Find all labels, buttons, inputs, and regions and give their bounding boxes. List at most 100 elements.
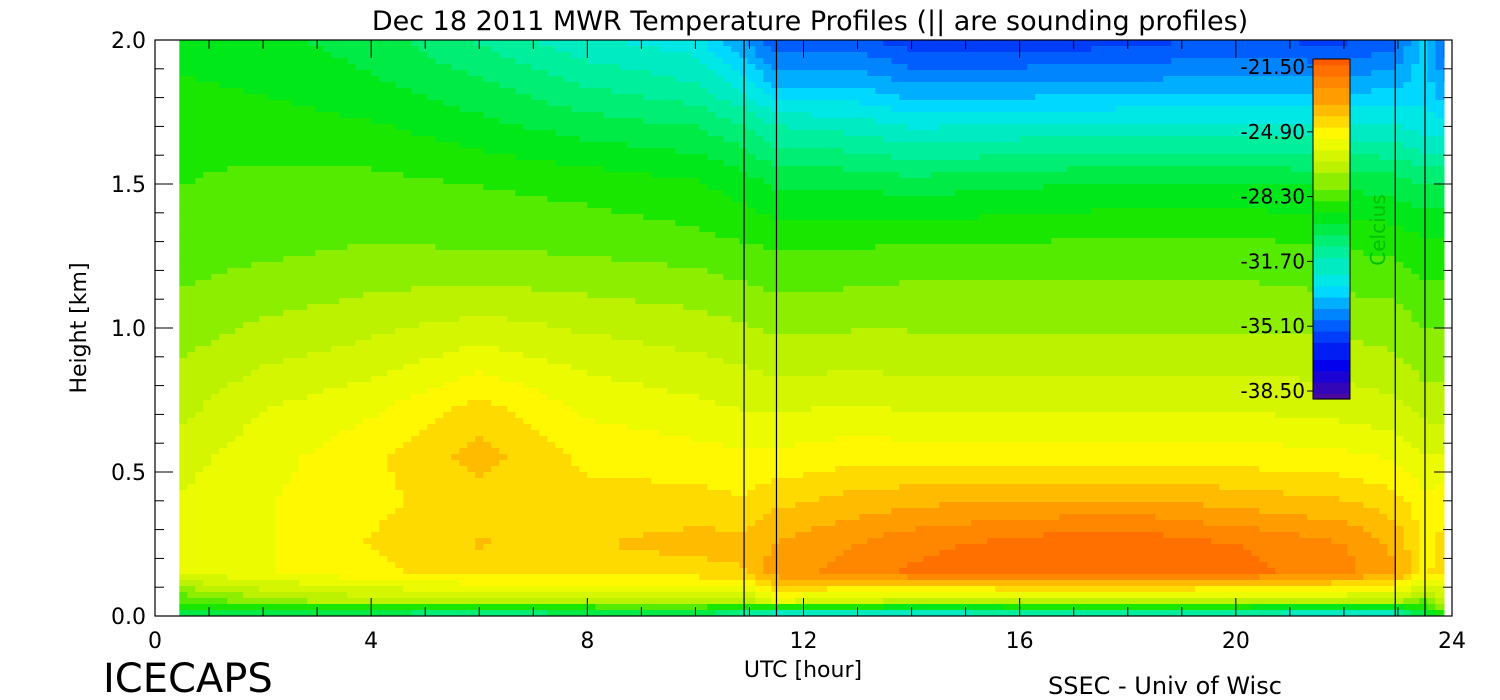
heatmap-cell: [1083, 208, 1092, 215]
heatmap-cell: [915, 214, 924, 221]
heatmap-cell: [1155, 100, 1164, 107]
heatmap-cell: [1171, 112, 1180, 119]
heatmap-cell: [1027, 76, 1036, 83]
heatmap-cell: [731, 202, 740, 209]
heatmap-cell: [907, 112, 916, 119]
heatmap-cell: [1347, 190, 1356, 197]
heatmap-cell: [459, 130, 468, 137]
heatmap-cell: [707, 196, 716, 203]
heatmap-cell: [1371, 40, 1380, 47]
heatmap-cell: [259, 40, 268, 47]
heatmap-cell: [819, 40, 828, 47]
heatmap-cell: [715, 148, 724, 155]
heatmap-cell: [419, 178, 428, 185]
heatmap-cell: [1083, 142, 1092, 149]
heatmap-cell: [1379, 76, 1388, 83]
heatmap-cell: [787, 40, 796, 47]
heatmap-cell: [891, 178, 900, 185]
heatmap-cell: [563, 106, 572, 113]
heatmap-cell: [467, 178, 476, 185]
heatmap-cell: [259, 148, 268, 155]
heatmap-cell: [1291, 46, 1300, 53]
heatmap-cell: [651, 130, 660, 137]
heatmap-cell: [939, 160, 948, 167]
heatmap-cell: [843, 184, 852, 191]
heatmap-cell: [1427, 142, 1436, 149]
heatmap-cell: [1291, 70, 1300, 77]
heatmap-cell: [963, 124, 972, 131]
heatmap-cell: [1267, 76, 1276, 83]
heatmap-cell: [595, 88, 604, 95]
heatmap-cell: [1371, 52, 1380, 59]
heatmap-cell: [1059, 118, 1068, 125]
heatmap-cell: [1203, 40, 1212, 47]
heatmap-cell: [179, 184, 188, 191]
heatmap-cell: [1107, 124, 1116, 131]
heatmap-cell: [1355, 94, 1364, 101]
heatmap-cell: [803, 64, 812, 71]
heatmap-cell: [1307, 190, 1316, 197]
heatmap-cell: [843, 118, 852, 125]
heatmap-cell: [1427, 220, 1436, 227]
heatmap-cell: [635, 40, 644, 47]
heatmap-cell: [579, 106, 588, 113]
heatmap-cell: [947, 172, 956, 179]
heatmap-cell: [1299, 118, 1308, 125]
heatmap-cell: [1355, 46, 1364, 53]
heatmap-cell: [235, 160, 244, 167]
heatmap-cell: [779, 208, 788, 215]
heatmap-cell: [1163, 196, 1172, 203]
heatmap-cell: [995, 70, 1004, 77]
heatmap-cell: [523, 82, 532, 89]
heatmap-cell: [819, 148, 828, 155]
heatmap-cell: [1219, 214, 1228, 221]
heatmap-cell: [931, 202, 940, 209]
heatmap-cell: [1123, 52, 1132, 59]
heatmap-cell: [235, 64, 244, 71]
heatmap-cell: [419, 220, 428, 227]
heatmap-cell: [875, 100, 884, 107]
heatmap-cell: [1331, 52, 1340, 59]
heatmap-cell: [547, 76, 556, 83]
heatmap-cell: [1379, 136, 1388, 143]
heatmap-cell: [347, 172, 356, 179]
heatmap-cell: [1051, 70, 1060, 77]
heatmap-cell: [1307, 88, 1316, 95]
heatmap-cell: [723, 142, 732, 149]
heatmap-cell: [523, 196, 532, 203]
heatmap-cell: [1075, 142, 1084, 149]
heatmap-cell: [403, 52, 412, 59]
heatmap-cell: [931, 70, 940, 77]
heatmap-cell: [291, 202, 300, 209]
heatmap-cell: [387, 118, 396, 125]
heatmap-cell: [347, 118, 356, 125]
heatmap-cell: [659, 130, 668, 137]
heatmap-cell: [955, 220, 964, 227]
heatmap-cell: [595, 208, 604, 215]
heatmap-cell: [1411, 142, 1420, 149]
heatmap-cell: [491, 142, 500, 149]
heatmap-cell: [715, 154, 724, 161]
heatmap-cell: [603, 70, 612, 77]
heatmap-cell: [731, 52, 740, 59]
heatmap-cell: [611, 202, 620, 209]
heatmap-cell: [1443, 118, 1445, 125]
heatmap-cell: [1051, 190, 1060, 197]
heatmap-cell: [419, 118, 428, 125]
heatmap-cell: [1251, 160, 1260, 167]
heatmap-cell: [315, 148, 324, 155]
heatmap-cell: [819, 208, 828, 215]
heatmap-cell: [411, 100, 420, 107]
heatmap-cell: [507, 172, 516, 179]
heatmap-cell: [1355, 118, 1364, 125]
heatmap-cell: [1067, 64, 1076, 71]
heatmap-cell: [907, 190, 916, 197]
heatmap-cell: [315, 88, 324, 95]
heatmap-cell: [419, 160, 428, 167]
heatmap-cell: [987, 190, 996, 197]
heatmap-cell: [931, 214, 940, 221]
heatmap-cell: [811, 100, 820, 107]
heatmap-cell: [867, 184, 876, 191]
heatmap-cell: [723, 190, 732, 197]
heatmap-cell: [1355, 208, 1364, 215]
